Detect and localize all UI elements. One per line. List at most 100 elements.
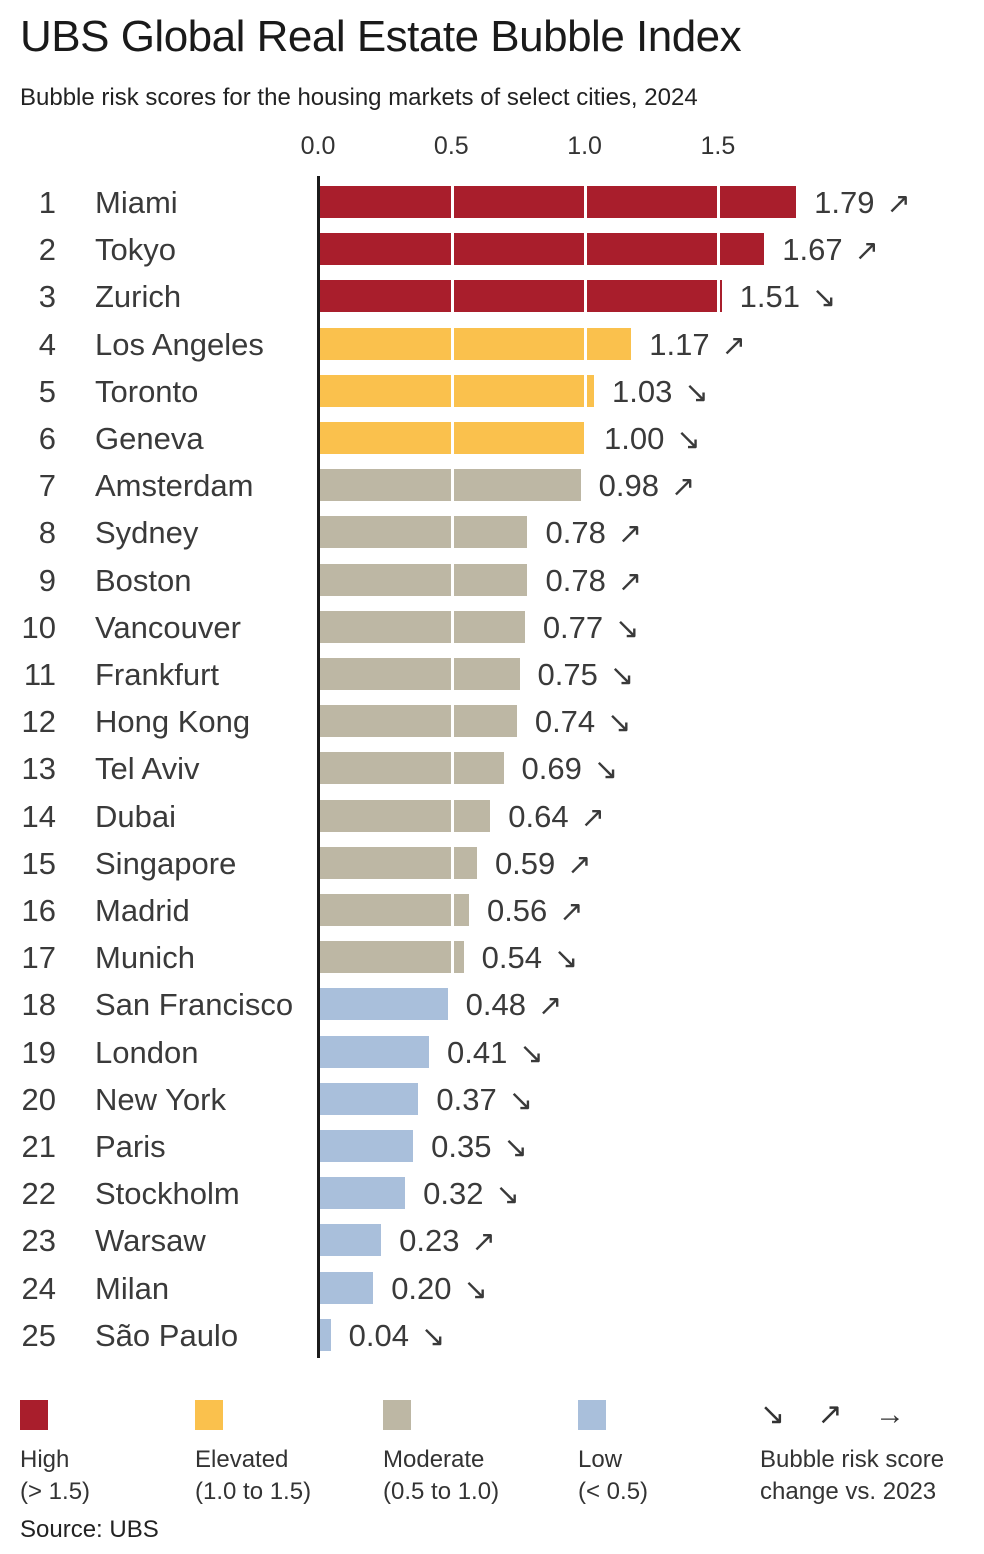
- risk-score-bar: [320, 799, 491, 832]
- rank-label: 24: [21, 1270, 56, 1306]
- chart-row: 16 Madrid 0.56 ↗: [0, 887, 984, 934]
- rank-label: 17: [21, 940, 56, 976]
- legend-arrows-label-line1: Bubble risk score: [760, 1446, 945, 1473]
- risk-score-bar: [320, 233, 765, 266]
- city-label: Tokyo: [95, 232, 176, 268]
- value-label: 0.35 ↘: [431, 1129, 528, 1164]
- arrow-down-icon: ↘: [615, 612, 640, 645]
- legend-arrows-item: ↘ ↗ → Bubble risk score change vs. 2023: [760, 1400, 984, 1506]
- city-label: Madrid: [95, 893, 190, 928]
- page-title: UBS Global Real Estate Bubble Index: [20, 12, 742, 61]
- legend-range: (< 0.5): [578, 1478, 649, 1505]
- value-label: 0.32 ↘: [423, 1176, 520, 1212]
- value-label: 0.75 ↘: [537, 657, 635, 692]
- chart-row: 17 Munich 0.54 ↘: [0, 934, 984, 981]
- page-subtitle: Bubble risk scores for the housing marke…: [20, 84, 698, 111]
- rank-label: 18: [21, 987, 56, 1023]
- risk-score-bar: [320, 1271, 374, 1304]
- x-axis-tick-label: 0.5: [433, 132, 469, 160]
- value-label: 0.23 ↗: [399, 1223, 496, 1259]
- value-label: 1.67 ↗: [782, 232, 879, 268]
- city-label: Munich: [95, 940, 195, 976]
- value-label: 0.59 ↗: [494, 845, 592, 881]
- legend-label: Low: [578, 1446, 623, 1473]
- rank-label: 14: [21, 798, 56, 834]
- rank-label: 13: [21, 751, 56, 787]
- value-label: 0.69 ↘: [521, 751, 619, 787]
- value-label: 0.98 ↗: [598, 468, 696, 504]
- legend-item: High (> 1.5): [20, 1400, 200, 1506]
- rank-label: 20: [21, 1081, 56, 1117]
- rank-label: 12: [21, 704, 56, 740]
- chart-row: 20 New York 0.37 ↘: [0, 1076, 984, 1123]
- change-arrows-icon: ↘ ↗ →: [760, 1398, 917, 1431]
- city-label: Hong Kong: [95, 704, 251, 740]
- rank-label: 9: [38, 562, 56, 598]
- city-label: Amsterdam: [95, 468, 254, 504]
- chart-row: 10 Vancouver 0.77 ↘: [0, 604, 984, 651]
- arrow-up-icon: ↗: [617, 565, 643, 598]
- legend-item: Low (< 0.5): [578, 1400, 758, 1506]
- arrow-down-icon: ↘: [420, 1320, 446, 1353]
- risk-score-bar: [320, 469, 581, 502]
- arrow-down-icon: ↘: [607, 707, 632, 740]
- city-label: Dubai: [95, 798, 176, 834]
- rank-label: 4: [38, 326, 56, 362]
- x-axis-tick-label: 1.0: [567, 132, 602, 160]
- rank-label: 21: [21, 1129, 56, 1164]
- chart-row: 4 Los Angeles 1.17 ↗: [0, 321, 984, 368]
- chart-row: 8 Sydney 0.78 ↗: [0, 509, 984, 556]
- city-label: New York: [95, 1081, 226, 1117]
- risk-score-bar: [320, 705, 517, 738]
- city-label: Paris: [95, 1129, 166, 1164]
- rank-label: 25: [21, 1317, 56, 1353]
- city-label: Geneva: [95, 421, 204, 456]
- risk-score-bar: [320, 327, 632, 360]
- chart-row: 18 San Francisco 0.48 ↗: [0, 981, 984, 1028]
- rank-label: 7: [38, 468, 56, 504]
- risk-score-bar: [320, 1082, 419, 1115]
- x-axis-tick-label: 0.0: [300, 132, 336, 160]
- legend-arrows-label-line2: change vs. 2023: [760, 1478, 937, 1505]
- arrow-down-icon: ↘: [463, 1273, 488, 1306]
- city-label: Stockholm: [95, 1176, 240, 1212]
- x-axis: 0.0 0.5 1.0 1.5: [0, 132, 984, 162]
- arrow-up-icon: ↗: [671, 471, 696, 504]
- chart-row: 19 London 0.41 ↘: [0, 1029, 984, 1076]
- rank-label: 1: [38, 185, 56, 220]
- value-label: 0.37 ↘: [436, 1081, 534, 1117]
- chart-row: 14 Dubai 0.64 ↗: [0, 793, 984, 840]
- arrow-up-icon: ↗: [580, 801, 605, 834]
- chart-row: 21 Paris 0.35 ↘: [0, 1123, 984, 1170]
- chart-row: 11 Frankfurt 0.75 ↘: [0, 651, 984, 698]
- risk-score-bar: [320, 1177, 406, 1210]
- risk-score-bar: [320, 1035, 430, 1068]
- source-label: Source: UBS: [20, 1516, 159, 1543]
- rank-label: 3: [38, 279, 56, 315]
- rank-label: 15: [21, 845, 56, 881]
- risk-score-bar: [320, 941, 464, 974]
- city-label: Los Angeles: [95, 326, 264, 362]
- value-label: 0.78 ↗: [545, 562, 643, 598]
- risk-score-bar: [320, 988, 448, 1021]
- chart-row: 23 Warsaw 0.23 ↗: [0, 1217, 984, 1264]
- value-label: 1.51 ↘: [739, 279, 837, 315]
- risk-score-bar: [320, 1224, 382, 1257]
- arrow-down-icon: ↘: [676, 424, 701, 456]
- value-label: 0.04 ↘: [348, 1317, 446, 1353]
- arrow-up-icon: ↗: [567, 848, 592, 881]
- chart-row: 22 Stockholm 0.32 ↘: [0, 1170, 984, 1217]
- risk-score-bar: [320, 1318, 331, 1351]
- risk-score-bar: [320, 516, 528, 549]
- chart-row: 5 Toronto 1.03 ↘: [0, 368, 984, 415]
- risk-score-bar: [320, 658, 520, 690]
- legend-label: Moderate: [383, 1446, 485, 1473]
- legend-range: (> 1.5): [20, 1478, 91, 1505]
- value-label: 0.41 ↘: [447, 1034, 544, 1070]
- chart-row: 1 Miami 1.79 ↗: [0, 179, 984, 226]
- chart-row: 3 Zurich 1.51 ↘: [0, 273, 984, 320]
- risk-score-bar: [320, 752, 504, 785]
- legend-swatch: [578, 1400, 606, 1430]
- legend-item: Moderate (0.5 to 1.0): [383, 1400, 563, 1506]
